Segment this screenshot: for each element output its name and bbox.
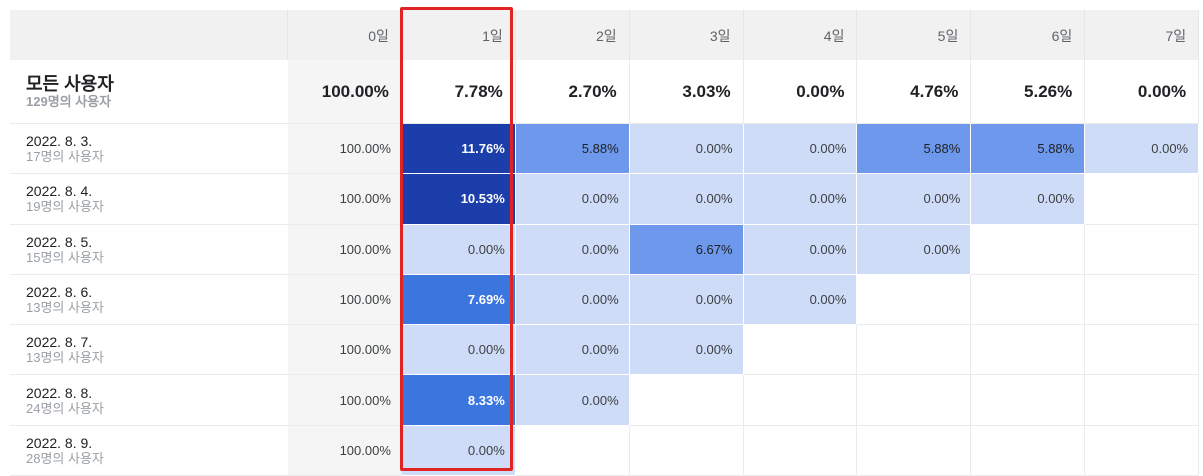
cohort-cell[interactable]: 0.00% [401, 224, 516, 275]
cohort-cell[interactable]: 0.00% [401, 425, 516, 476]
cohort-cell [1085, 174, 1200, 225]
cohort-cell: 100.00% [288, 375, 402, 426]
cohort-row-label: 2022. 8. 5. 15명의 사용자 [10, 224, 288, 275]
cohort-cell [971, 375, 1086, 426]
cohort-cell: 100.00% [288, 174, 402, 225]
cohort-cell: 100.00% [288, 325, 402, 376]
cohort-cell: 100.00% [288, 224, 402, 275]
total-title: 모든 사용자 [26, 73, 114, 94]
cohort-date: 2022. 8. 7. [26, 334, 93, 351]
cohort-cell [857, 274, 972, 326]
cohort-cell [1085, 274, 1200, 326]
cohort-cell [515, 425, 630, 476]
cohort-cell [1085, 224, 1200, 275]
cohort-users: 13명의 사용자 [26, 350, 104, 366]
cohort-cell [1085, 375, 1200, 426]
header-day-0[interactable]: 0일 [288, 10, 402, 60]
cohort-cell[interactable]: 6.67% [629, 224, 744, 275]
cohort-cell[interactable]: 0.00% [515, 224, 630, 275]
header-day-4[interactable]: 4일 [743, 10, 858, 60]
cohort-cell[interactable]: 5.88% [515, 124, 630, 175]
cohort-users: 24명의 사용자 [26, 400, 104, 416]
cohort-cell [1085, 325, 1200, 376]
cohort-cell [1085, 425, 1200, 476]
total-value-day-0: 100.00% [288, 60, 402, 124]
total-value-day-6: 5.26% [971, 60, 1086, 124]
cohort-cell: 100.00% [288, 274, 402, 326]
cohort-cell[interactable]: 0.00% [629, 274, 744, 326]
header-day-3[interactable]: 3일 [629, 10, 744, 60]
cohort-cell[interactable]: 0.00% [1085, 124, 1200, 175]
cohort-users: 19명의 사용자 [26, 199, 104, 215]
cohort-table: 0일 1일 2일 3일 4일 5일 6일 7일 모든 사용자 129명의 사용자… [10, 10, 1200, 476]
cohort-cell [743, 325, 858, 376]
total-value-day-7: 0.00% [1085, 60, 1200, 124]
cohort-cell[interactable]: 7.69% [401, 274, 516, 326]
cohort-cell[interactable]: 8.33% [401, 375, 516, 426]
cohort-cell [971, 224, 1086, 275]
header-day-1[interactable]: 1일 [401, 10, 516, 60]
cohort-cell[interactable]: 0.00% [629, 174, 744, 225]
header-day-6[interactable]: 6일 [971, 10, 1086, 60]
cohort-cell [857, 425, 972, 476]
header-day-2[interactable]: 2일 [515, 10, 630, 60]
cohort-cell: 100.00% [288, 425, 402, 476]
cohort-users: 13명의 사용자 [26, 300, 104, 316]
cohort-cell[interactable]: 0.00% [857, 174, 972, 225]
cohort-date: 2022. 8. 8. [26, 384, 93, 401]
cohort-date: 2022. 8. 6. [26, 284, 93, 301]
cohort-cell[interactable]: 0.00% [515, 274, 630, 326]
total-value-day-5: 4.76% [857, 60, 972, 124]
cohort-date: 2022. 8. 3. [26, 133, 93, 150]
cohort-cell[interactable]: 0.00% [971, 174, 1086, 225]
cohort-cell[interactable]: 5.88% [971, 124, 1086, 175]
cohort-row-label: 2022. 8. 7. 13명의 사용자 [10, 325, 288, 376]
cohort-cell[interactable]: 10.53% [401, 174, 516, 225]
cohort-cell[interactable]: 0.00% [629, 124, 744, 175]
cohort-cell[interactable]: 0.00% [857, 224, 972, 275]
cohort-cell: 100.00% [288, 124, 402, 175]
header-day-5[interactable]: 5일 [857, 10, 972, 60]
total-value-day-2: 2.70% [515, 60, 630, 124]
cohort-cell[interactable]: 0.00% [629, 325, 744, 376]
cohort-cell [629, 375, 744, 426]
total-users: 129명의 사용자 [26, 93, 112, 109]
cohort-date: 2022. 8. 5. [26, 233, 93, 250]
cohort-date: 2022. 8. 9. [26, 434, 93, 451]
total-row-label: 모든 사용자 129명의 사용자 [10, 60, 288, 124]
cohort-cell[interactable]: 0.00% [743, 274, 858, 326]
cohort-cell [857, 325, 972, 376]
cohort-cell [743, 375, 858, 426]
cohort-row-label: 2022. 8. 6. 13명의 사용자 [10, 274, 288, 326]
total-value-day-3: 3.03% [629, 60, 744, 124]
header-day-7[interactable]: 7일 [1085, 10, 1200, 60]
cohort-cell [743, 425, 858, 476]
cohort-cell [971, 425, 1086, 476]
cohort-date: 2022. 8. 4. [26, 183, 93, 200]
cohort-row-label: 2022. 8. 3. 17명의 사용자 [10, 124, 288, 175]
header-corner [10, 10, 288, 60]
total-value-day-1: 7.78% [401, 60, 516, 124]
cohort-cell[interactable]: 0.00% [743, 124, 858, 175]
cohort-cell [971, 325, 1086, 376]
cohort-cell[interactable]: 11.76% [401, 124, 516, 175]
cohort-users: 17명의 사용자 [26, 149, 104, 165]
cohort-cell[interactable]: 0.00% [743, 224, 858, 275]
cohort-cell[interactable]: 0.00% [515, 325, 630, 376]
cohort-cell [857, 375, 972, 426]
cohort-cell[interactable]: 0.00% [515, 375, 630, 426]
cohort-row-label: 2022. 8. 9. 28명의 사용자 [10, 425, 288, 476]
cohort-cell [971, 274, 1086, 326]
cohort-cell[interactable]: 0.00% [401, 325, 516, 376]
total-value-day-4: 0.00% [743, 60, 858, 124]
cohort-users: 15명의 사용자 [26, 249, 104, 265]
cohort-row-label: 2022. 8. 8. 24명의 사용자 [10, 375, 288, 426]
cohort-row-label: 2022. 8. 4. 19명의 사용자 [10, 174, 288, 225]
cohort-cell[interactable]: 0.00% [743, 174, 858, 225]
cohort-cell [629, 425, 744, 476]
cohort-users: 28명의 사용자 [26, 450, 104, 466]
cohort-cell[interactable]: 0.00% [515, 174, 630, 225]
cohort-cell[interactable]: 5.88% [857, 124, 972, 175]
